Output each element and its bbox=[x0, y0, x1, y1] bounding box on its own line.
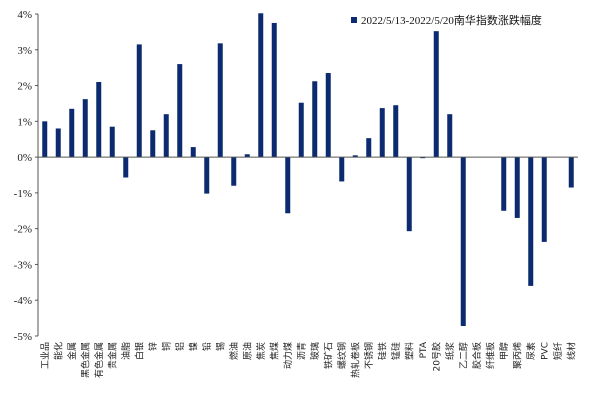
bar-19 bbox=[285, 157, 291, 214]
x-tick-label: 铅 bbox=[201, 342, 213, 351]
x-tick-label: 动力煤 bbox=[282, 342, 294, 369]
bar-9 bbox=[150, 130, 156, 158]
x-tick-label: PTA bbox=[419, 341, 429, 358]
x-tick-label: 尿素 bbox=[525, 342, 537, 360]
x-tick-label: 玻璃 bbox=[309, 342, 321, 360]
x-axis: 工业品 能化 金属 黑色金属 有色金属 贵金属 油脂 白银锌铜铝镍铅锡燃油 原油 焦炭 焦煤 动力煤沥… bbox=[38, 156, 578, 378]
bar-21 bbox=[312, 81, 318, 158]
x-tick-label: 螺纹钢 bbox=[336, 342, 348, 369]
x-tick-label: 原油 bbox=[241, 342, 253, 360]
legend: 2022/5/13-2022/5/20南华指数涨跌幅度 bbox=[351, 13, 542, 27]
bar-17 bbox=[258, 13, 264, 158]
bar-6 bbox=[109, 126, 115, 158]
legend-swatch bbox=[351, 17, 357, 23]
x-tick-label: 乙二醇 bbox=[457, 342, 469, 369]
x-tick-label: 沥青 bbox=[295, 342, 307, 360]
bar-40 bbox=[568, 157, 574, 188]
x-tick-label: 铝 bbox=[174, 342, 186, 351]
y-tick-label: 4% bbox=[17, 9, 32, 21]
x-tick-label: 胶合板 bbox=[471, 342, 483, 369]
x-tick-label: 线材 bbox=[565, 342, 577, 360]
bar-8 bbox=[136, 44, 142, 158]
bar-3 bbox=[69, 108, 75, 158]
x-tick-label: 铁矿石 bbox=[322, 342, 334, 369]
bar-24 bbox=[352, 155, 358, 158]
bar-36 bbox=[514, 157, 520, 218]
x-tick-label: 不锈钢 bbox=[363, 342, 375, 369]
y-axis: 4% 3% 2% 1% 0% -1% -2% -3% -4% -5% bbox=[14, 9, 39, 343]
x-tick-label: 能化 bbox=[52, 342, 64, 360]
bar-23 bbox=[339, 157, 345, 182]
bar-18 bbox=[271, 22, 277, 158]
x-tick-label: 有色金属 bbox=[93, 342, 105, 378]
x-tick-label: 焦煤 bbox=[268, 342, 280, 360]
x-tick-label: 短纤 bbox=[552, 342, 564, 360]
bar-25 bbox=[366, 138, 372, 158]
y-tick-label: -3% bbox=[14, 259, 32, 271]
bar-14 bbox=[217, 43, 223, 158]
bar-13 bbox=[204, 157, 210, 194]
x-tick-label: 工业品 bbox=[40, 342, 51, 369]
x-tick-label: 纤维板 bbox=[484, 342, 496, 369]
bar-11 bbox=[177, 64, 183, 158]
bar-2 bbox=[55, 128, 61, 158]
x-tick-label: 20号胶 bbox=[430, 342, 442, 371]
bar-16 bbox=[244, 154, 250, 158]
y-tick-label: -5% bbox=[14, 331, 32, 343]
x-tick-label: 纸浆 bbox=[444, 342, 456, 360]
bar-27 bbox=[393, 105, 399, 158]
x-tick-label: 塑料 bbox=[403, 342, 415, 360]
legend-label: 2022/5/13-2022/5/20南华指数涨跌幅度 bbox=[361, 13, 542, 27]
x-tick-label: 锰硅 bbox=[390, 342, 402, 360]
x-tick-label: 聚丙烯 bbox=[511, 342, 523, 369]
bar-29 bbox=[420, 157, 426, 159]
bar-35 bbox=[501, 157, 507, 211]
bar-32 bbox=[460, 157, 466, 326]
bars bbox=[42, 13, 574, 326]
bar-1 bbox=[42, 121, 48, 158]
x-tick-label: 硅铁 bbox=[376, 342, 388, 360]
x-tick-label: PVC bbox=[540, 342, 550, 360]
bar-15 bbox=[231, 157, 237, 186]
bar-28 bbox=[406, 157, 412, 232]
x-tick-label: 镍 bbox=[187, 342, 199, 351]
x-tick-label: 锡 bbox=[215, 342, 226, 351]
bar-30 bbox=[433, 31, 439, 158]
bar-22 bbox=[325, 73, 331, 158]
y-tick-label: 1% bbox=[17, 116, 32, 128]
x-tick-label: 油脂 bbox=[120, 342, 132, 360]
x-tick-label: 铜 bbox=[160, 342, 172, 351]
bar-38 bbox=[541, 157, 547, 242]
bar-5 bbox=[96, 81, 102, 158]
x-tick-label: 黑色金属 bbox=[79, 342, 91, 378]
bar-10 bbox=[163, 114, 169, 158]
y-tick-label: 3% bbox=[17, 45, 32, 57]
y-tick-label: -2% bbox=[14, 224, 32, 236]
bar-12 bbox=[190, 147, 196, 158]
y-tick-label: -4% bbox=[14, 295, 32, 307]
bar-4 bbox=[82, 99, 88, 158]
bar-20 bbox=[298, 102, 304, 158]
bar-7 bbox=[123, 157, 129, 178]
y-tick-label: 2% bbox=[17, 81, 32, 93]
bar-31 bbox=[447, 114, 453, 158]
x-tick-label: 白银 bbox=[133, 342, 145, 360]
bar-37 bbox=[528, 157, 534, 286]
y-tick-label: 0% bbox=[17, 152, 32, 164]
x-tick-label: 热轧卷板 bbox=[349, 342, 361, 378]
x-tick-label: 锌 bbox=[147, 342, 159, 351]
x-tick-label: 焦炭 bbox=[255, 342, 267, 360]
x-tick-label: 燃油 bbox=[228, 342, 240, 360]
x-tick-label: 金属 bbox=[66, 342, 78, 360]
x-tick-label: 贵金属 bbox=[106, 342, 118, 369]
y-tick-label: -1% bbox=[14, 188, 32, 200]
x-tick-label: 甲醇 bbox=[498, 342, 510, 360]
bar-26 bbox=[379, 108, 385, 158]
